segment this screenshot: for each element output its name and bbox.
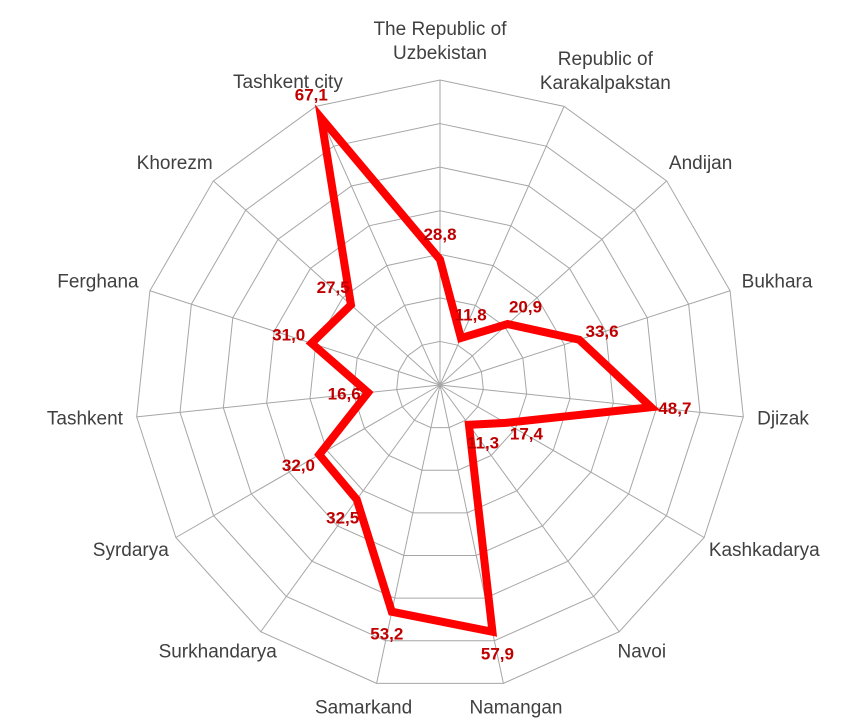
value-label: 57,9 [481, 645, 514, 664]
category-label: Samarkand [314, 697, 413, 719]
grid-ring [179, 123, 701, 642]
category-label: Republic of Karakalpakstan [539, 48, 671, 94]
value-label: 27,5 [317, 278, 350, 297]
grid-ring [352, 297, 528, 471]
grid-ring [266, 210, 614, 556]
category-label: Djizak [757, 408, 809, 430]
value-label: 11,3 [467, 434, 499, 453]
category-label: Surkhandarya [158, 641, 277, 663]
spoke [213, 180, 441, 386]
value-label: 16,6 [328, 385, 361, 404]
spoke [149, 290, 441, 386]
value-label: 31,0 [272, 325, 305, 344]
category-label: The Republic of Uzbekistan [373, 19, 507, 64]
spoke [439, 384, 705, 538]
value-label: 20,9 [509, 297, 542, 316]
category-label: Khorezm [136, 152, 213, 174]
category-label: Syrdarya [92, 539, 169, 561]
value-label: 17,4 [510, 424, 544, 443]
value-label: 32,5 [326, 508, 359, 527]
value-label: 48,7 [658, 399, 691, 418]
spoke [376, 384, 441, 684]
value-label: 28,8 [423, 225, 456, 244]
value-label: 33,6 [586, 322, 619, 341]
category-label: Tashkent city [233, 71, 343, 93]
spoke [439, 180, 667, 386]
value-label: 67,1 [295, 85, 328, 104]
category-label: Navoi [617, 641, 667, 663]
value-label: 32,0 [282, 456, 315, 475]
spoke [439, 290, 731, 386]
category-label: Ferghana [57, 271, 139, 293]
spoke [260, 384, 441, 633]
value-label: 53,2 [370, 625, 403, 644]
spoke [315, 106, 441, 386]
spoke [439, 384, 744, 418]
grid-ring [136, 79, 744, 684]
category-label: Kashkadarya [708, 539, 820, 561]
spoke [175, 384, 441, 538]
spoke [136, 384, 441, 418]
series-line [305, 104, 661, 637]
grid-ring [396, 340, 484, 429]
category-label: Andijan [668, 152, 733, 174]
spoke [439, 106, 565, 386]
grid-ring [222, 166, 658, 599]
category-label: Bukhara [741, 271, 813, 293]
category-label: Tashkent [46, 408, 123, 430]
value-label: 11,8 [455, 306, 487, 325]
category-label: Namangan [469, 697, 563, 719]
